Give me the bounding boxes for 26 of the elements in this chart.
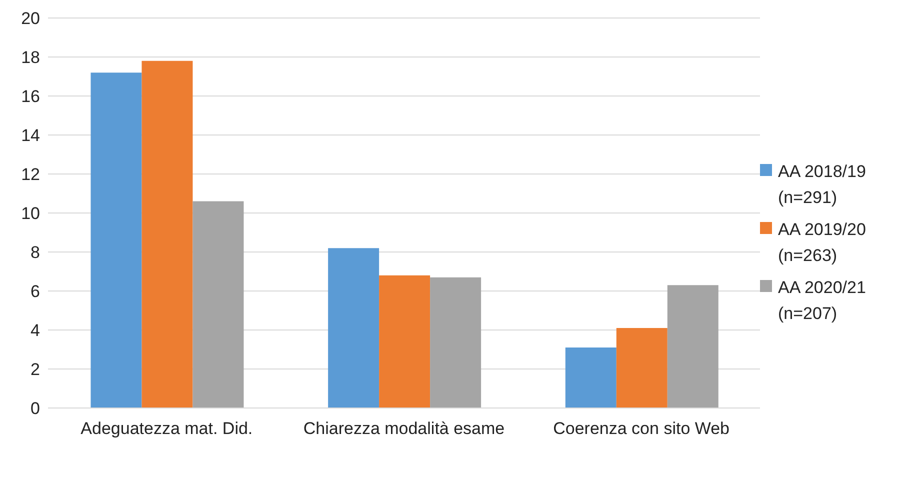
legend-label: AA 2019/20 (n=263) (778, 219, 867, 267)
y-tick-label: 8 (30, 243, 40, 262)
bar (565, 348, 616, 408)
bar (616, 328, 668, 408)
y-tick-label: 10 (21, 204, 40, 224)
y-tick-label: 14 (21, 126, 40, 146)
bar (667, 285, 718, 408)
bar (90, 72, 142, 408)
x-tick-label: Chiarezza modalità esame (303, 419, 505, 438)
bar (379, 275, 430, 408)
y-tick-label: 6 (30, 282, 40, 302)
legend-label: AA 2020/21 (n=207) (778, 277, 867, 325)
bar (192, 201, 244, 408)
x-tick-label: Adeguatezza mat. Did. (80, 419, 253, 438)
y-tick-label: 2 (30, 360, 40, 380)
legend-label: AA 2018/19 (n=291) (778, 161, 867, 209)
bar (328, 248, 380, 408)
y-tick-label: 4 (30, 321, 40, 340)
x-tick-label: Coerenza con sito Web (553, 419, 730, 438)
bar (430, 277, 482, 408)
bar (142, 60, 193, 408)
y-tick-label: 20 (21, 9, 40, 28)
y-tick-label: 18 (21, 48, 40, 68)
y-tick-label: 0 (30, 399, 40, 418)
y-tick-label: 12 (21, 165, 40, 184)
y-tick-label: 16 (21, 87, 40, 106)
